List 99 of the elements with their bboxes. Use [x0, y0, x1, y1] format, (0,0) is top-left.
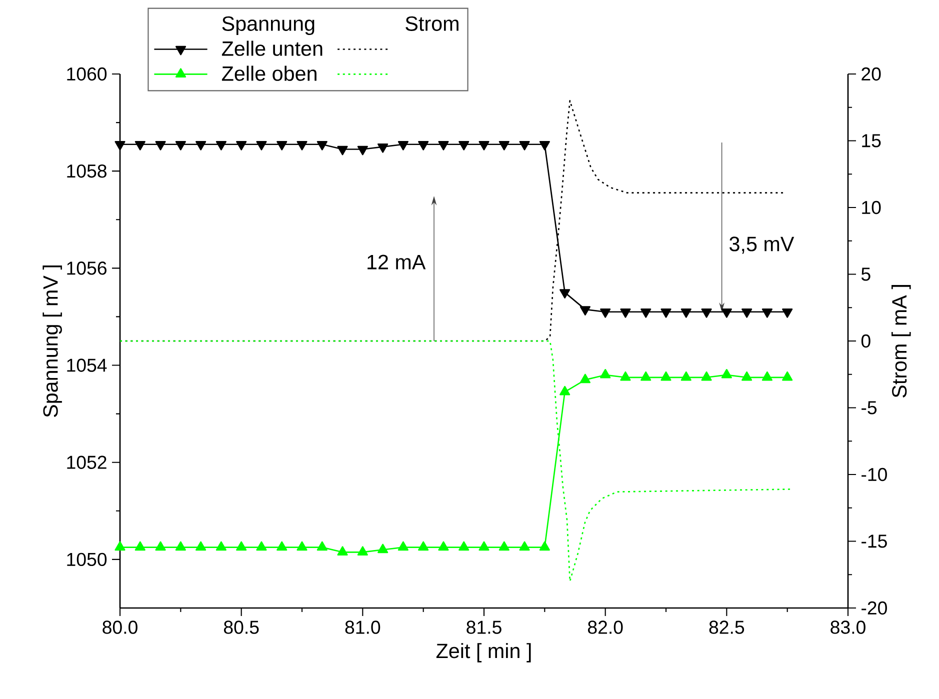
x-axis-title: Zeit [ min ] [436, 643, 531, 662]
y2-tick-label: 0 [861, 334, 870, 348]
point [175, 141, 186, 150]
y2-tick-label: 20 [862, 67, 881, 81]
x-tick-label: 81.0 [345, 620, 380, 634]
point [216, 541, 226, 551]
point [701, 371, 712, 381]
point [539, 541, 550, 551]
y2-tick-label: 15 [862, 134, 881, 148]
y2-axis-title: Strom [ mA ] [892, 285, 911, 398]
annotation: 3,5 mV [730, 236, 794, 254]
point [721, 308, 732, 318]
point [762, 308, 772, 318]
point [114, 541, 126, 551]
point [196, 541, 206, 551]
y-tick-label: 1056 [67, 262, 106, 275]
point [600, 368, 611, 378]
point [438, 141, 449, 150]
y-tick-label: 1054 [67, 358, 107, 372]
point [640, 371, 652, 381]
point [438, 541, 449, 551]
point [478, 141, 490, 150]
point [175, 541, 186, 551]
point [398, 541, 408, 551]
point [539, 141, 550, 150]
y2-tick-label: 10 [862, 200, 881, 214]
point [316, 141, 328, 150]
y2-tick-label: -20 [862, 601, 887, 615]
point [782, 308, 793, 318]
y-tick-label: 1050 [67, 552, 107, 566]
point [660, 371, 672, 381]
point [296, 541, 308, 551]
point [742, 371, 752, 381]
point [256, 541, 267, 551]
point [600, 308, 611, 318]
text: Strom [406, 16, 458, 31]
point [256, 141, 267, 150]
point [134, 541, 146, 551]
point [316, 541, 328, 551]
point [134, 141, 146, 150]
point [357, 146, 368, 156]
point [216, 141, 226, 150]
point [498, 541, 510, 551]
y2-tick-label: -5 [862, 401, 877, 414]
legend-title: Spannung [222, 16, 314, 36]
point [418, 141, 429, 150]
x-tick-label: 82.0 [588, 620, 623, 634]
x-tick-label: 82.5 [709, 620, 744, 634]
point [620, 308, 631, 318]
y-tick-label: 1052 [67, 456, 106, 469]
point [398, 141, 408, 150]
point [114, 141, 126, 150]
y-axis-title: Spannung [ mV ] [42, 266, 62, 418]
y-tick-label: 1060 [67, 67, 107, 81]
point [337, 546, 348, 556]
point [478, 541, 490, 551]
point [498, 141, 510, 150]
point [418, 541, 429, 551]
point [276, 141, 288, 150]
point [660, 308, 672, 318]
x-tick-label: 81.5 [466, 620, 502, 634]
point [378, 544, 388, 554]
point [155, 141, 166, 150]
point [560, 289, 570, 298]
x-tick-label: 83.0 [830, 620, 866, 634]
point [782, 371, 793, 381]
point [680, 371, 692, 381]
point [196, 141, 206, 150]
y-tick-label: 1058 [67, 164, 106, 178]
point [580, 306, 590, 316]
point [519, 541, 530, 551]
point [458, 141, 470, 150]
point [620, 371, 631, 381]
point [560, 386, 570, 396]
point [580, 374, 590, 384]
point [357, 546, 368, 556]
legend-label: Zelle unten [222, 40, 322, 56]
point [337, 146, 348, 156]
point [762, 371, 772, 381]
legend-label: Zelle oben [222, 66, 316, 81]
point [519, 141, 530, 150]
point [701, 308, 712, 318]
point [236, 141, 247, 150]
point [276, 541, 288, 551]
point [721, 368, 732, 378]
point [378, 143, 388, 153]
point [640, 308, 652, 318]
point [155, 541, 166, 551]
y2-tick-label: -15 [862, 534, 887, 548]
y2-tick-label: -10 [862, 468, 887, 482]
point [680, 308, 692, 318]
y2-tick-label: 5 [861, 268, 870, 281]
x-tick-label: 80.5 [224, 620, 259, 634]
point [458, 541, 470, 551]
point [236, 541, 247, 551]
point [742, 308, 752, 318]
point [296, 141, 308, 150]
x-tick-label: 80.0 [102, 620, 138, 634]
annotation: 12 mA [368, 254, 426, 270]
